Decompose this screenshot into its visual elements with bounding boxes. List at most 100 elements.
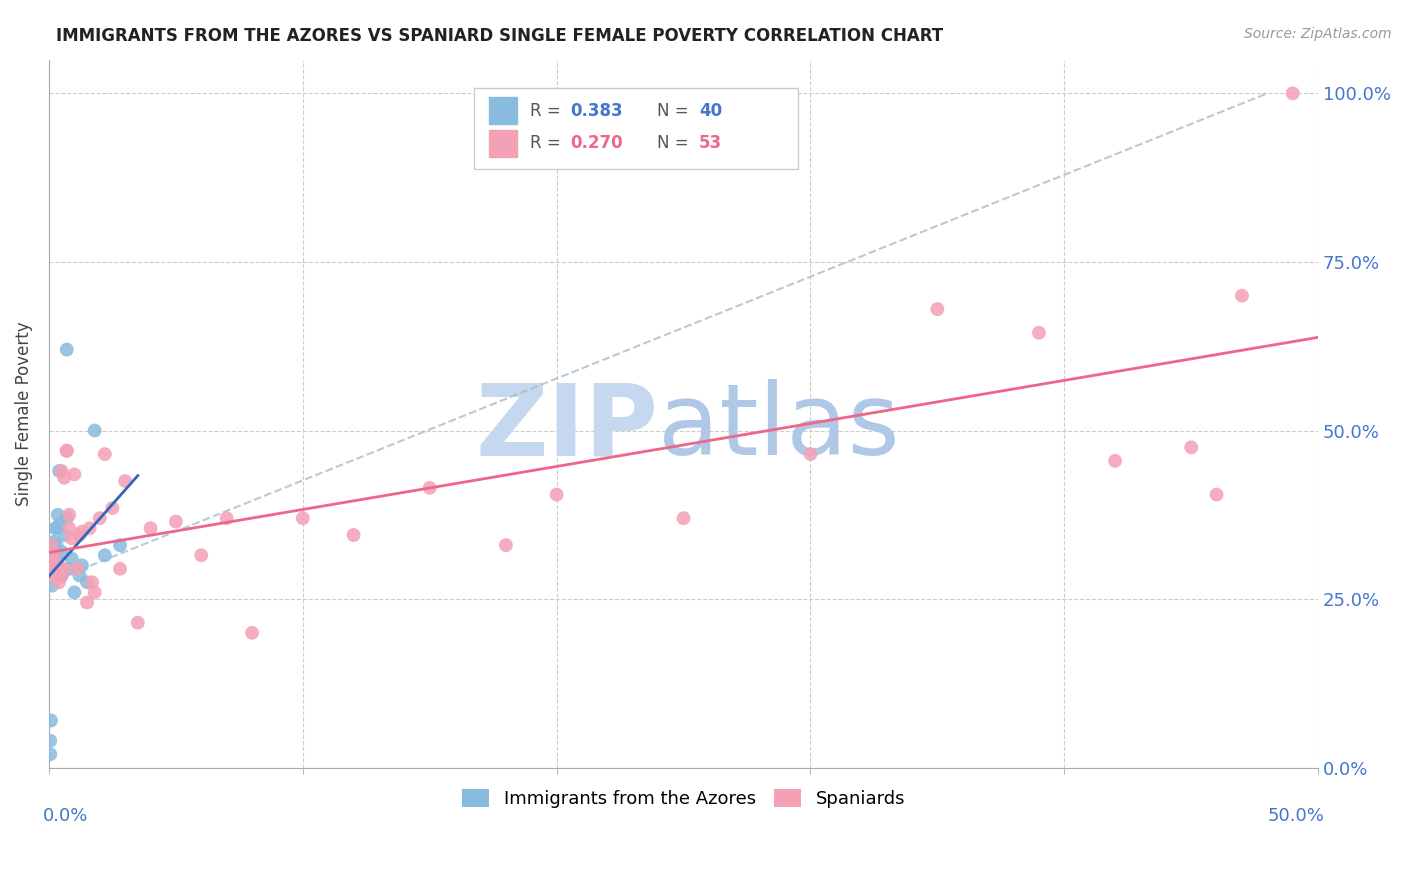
Point bbox=[39, 747, 62, 762]
Point bbox=[82, 575, 104, 590]
Point bbox=[41, 538, 63, 552]
Point bbox=[1281, 87, 1303, 101]
Point bbox=[42, 534, 65, 549]
Point bbox=[58, 508, 80, 522]
Point bbox=[45, 538, 67, 552]
Text: 53: 53 bbox=[699, 134, 721, 153]
Point bbox=[39, 714, 62, 728]
Point bbox=[67, 568, 90, 582]
Point bbox=[42, 555, 65, 569]
Point bbox=[70, 524, 93, 539]
Point bbox=[42, 562, 65, 576]
Point bbox=[108, 538, 131, 552]
Point bbox=[41, 579, 63, 593]
Point bbox=[291, 511, 314, 525]
Point bbox=[101, 501, 124, 516]
Point bbox=[63, 467, 86, 482]
Point bbox=[58, 521, 80, 535]
Point bbox=[1205, 487, 1227, 501]
Point bbox=[55, 343, 77, 357]
Point bbox=[41, 555, 63, 569]
Text: 40: 40 bbox=[699, 102, 721, 120]
Point bbox=[45, 568, 67, 582]
Point bbox=[342, 528, 364, 542]
Point bbox=[1180, 441, 1202, 455]
Point bbox=[1028, 326, 1050, 340]
Point bbox=[51, 568, 73, 582]
Point bbox=[44, 545, 66, 559]
Point bbox=[48, 575, 70, 590]
Text: R =: R = bbox=[530, 134, 567, 153]
Point bbox=[55, 511, 77, 525]
Point bbox=[927, 302, 949, 317]
Point bbox=[108, 562, 131, 576]
Point bbox=[48, 562, 70, 576]
Point bbox=[42, 568, 65, 582]
Point bbox=[67, 528, 90, 542]
Text: 0.270: 0.270 bbox=[571, 134, 623, 153]
Point bbox=[1230, 288, 1253, 302]
Point bbox=[42, 565, 65, 579]
Point bbox=[215, 511, 238, 525]
Point bbox=[51, 568, 73, 582]
Point bbox=[240, 625, 263, 640]
Point bbox=[42, 545, 65, 559]
Point bbox=[45, 549, 67, 563]
Point bbox=[89, 511, 111, 525]
Point bbox=[76, 595, 98, 609]
Text: ZIP: ZIP bbox=[475, 379, 658, 476]
Point bbox=[60, 551, 83, 566]
Point bbox=[53, 528, 76, 542]
Point bbox=[55, 443, 77, 458]
Point bbox=[546, 487, 568, 501]
Point bbox=[127, 615, 149, 630]
Point bbox=[165, 515, 187, 529]
Text: 0.0%: 0.0% bbox=[42, 806, 89, 824]
Point bbox=[60, 532, 83, 546]
Point bbox=[51, 545, 73, 559]
Point bbox=[53, 562, 76, 576]
Point bbox=[76, 575, 98, 590]
Point bbox=[63, 585, 86, 599]
Point bbox=[42, 558, 65, 573]
Point bbox=[58, 562, 80, 576]
Point bbox=[41, 568, 63, 582]
Point bbox=[83, 424, 105, 438]
Text: R =: R = bbox=[530, 102, 567, 120]
Point bbox=[1104, 454, 1126, 468]
Point bbox=[419, 481, 441, 495]
Point bbox=[55, 443, 77, 458]
Legend: Immigrants from the Azores, Spaniards: Immigrants from the Azores, Spaniards bbox=[456, 781, 912, 815]
Point bbox=[70, 558, 93, 573]
Point bbox=[41, 562, 63, 576]
Point bbox=[48, 517, 70, 532]
Text: atlas: atlas bbox=[658, 379, 900, 476]
Text: 50.0%: 50.0% bbox=[1268, 806, 1324, 824]
Point bbox=[114, 474, 136, 488]
Point bbox=[672, 511, 695, 525]
Text: N =: N = bbox=[657, 102, 693, 120]
Point bbox=[42, 562, 65, 576]
Point bbox=[41, 558, 63, 573]
Text: Source: ZipAtlas.com: Source: ZipAtlas.com bbox=[1244, 27, 1392, 41]
Point bbox=[799, 447, 821, 461]
Point bbox=[46, 508, 69, 522]
Point bbox=[39, 733, 62, 747]
Point bbox=[41, 568, 63, 582]
Point bbox=[139, 521, 162, 535]
Point bbox=[42, 549, 65, 563]
Point bbox=[83, 585, 105, 599]
Point bbox=[66, 562, 89, 576]
Point bbox=[94, 447, 117, 461]
Point bbox=[495, 538, 517, 552]
Point bbox=[42, 568, 65, 582]
Point bbox=[45, 562, 67, 576]
Bar bbox=[489, 129, 517, 157]
Point bbox=[42, 551, 65, 566]
Point bbox=[42, 568, 65, 582]
Bar bbox=[489, 97, 517, 124]
Text: N =: N = bbox=[657, 134, 693, 153]
Text: IMMIGRANTS FROM THE AZORES VS SPANIARD SINGLE FEMALE POVERTY CORRELATION CHART: IMMIGRANTS FROM THE AZORES VS SPANIARD S… bbox=[56, 27, 943, 45]
Point bbox=[48, 464, 70, 478]
FancyBboxPatch shape bbox=[474, 88, 797, 169]
